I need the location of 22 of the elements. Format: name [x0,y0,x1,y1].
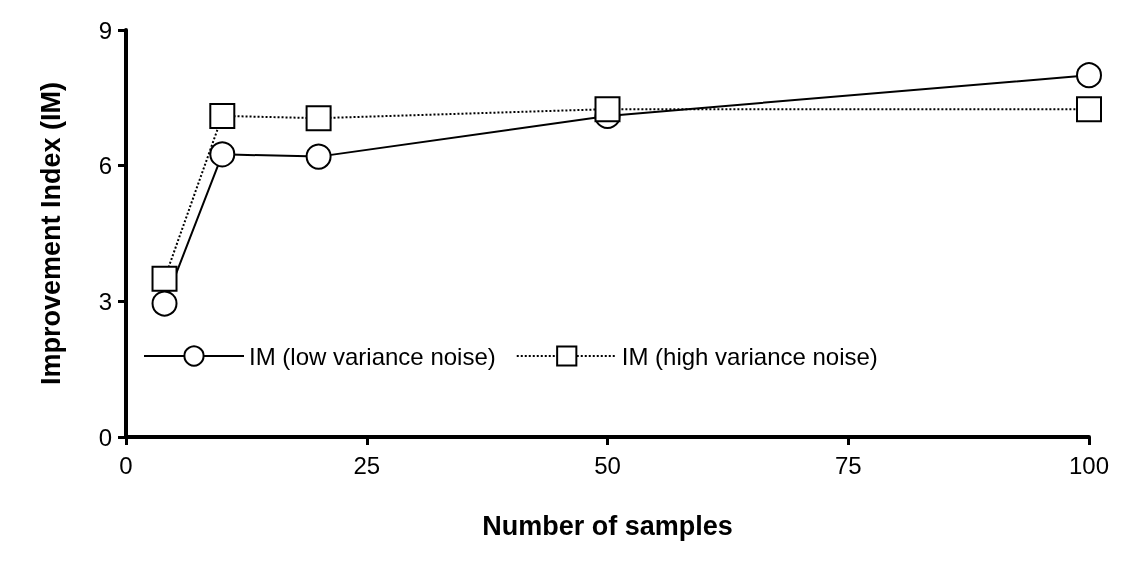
point [151,290,178,317]
x-tick-label: 25 [353,451,381,479]
y-tick-label: 6 [98,152,112,180]
y-axis-title: Improvement Index (IM) [35,81,66,386]
x-tick-label: 50 [594,451,621,479]
point [594,96,621,123]
point [1076,62,1102,89]
y-tick-label: 3 [98,287,112,315]
y-tick-label: 9 [98,16,112,44]
legend-label: IM (high variance noise) [621,342,878,370]
legend-label: IM (low variance noise) [249,342,496,370]
point [1076,96,1102,123]
point [305,143,332,170]
point [209,141,236,168]
x-tick-label: 0 [119,451,133,479]
x-axis-title: Number of samples [482,510,733,541]
x-tick-label: 100 [1068,451,1110,479]
y-tick-label: 0 [98,423,112,451]
point [209,102,236,129]
x-tick-label: 75 [834,451,862,479]
point [305,105,332,132]
point [151,265,178,292]
